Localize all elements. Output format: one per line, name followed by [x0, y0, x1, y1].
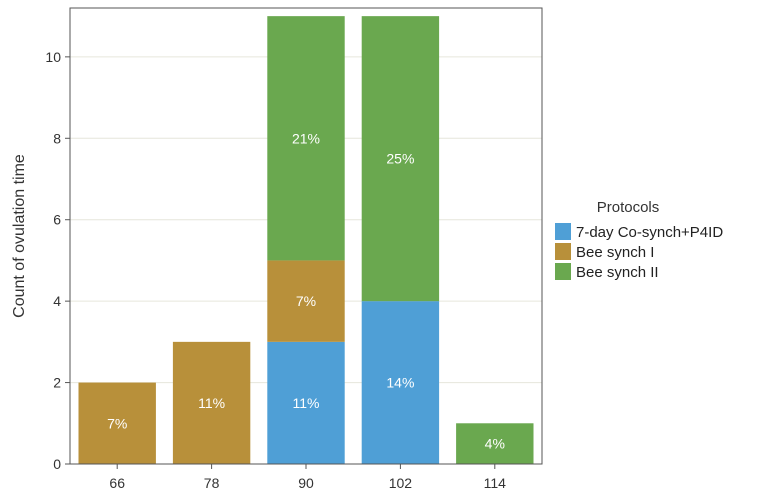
bar-segment [172, 341, 251, 464]
bar-segment [267, 260, 345, 342]
y-tick-label: 6 [53, 212, 61, 228]
bar-segment [267, 341, 345, 464]
bar-segment [361, 301, 440, 464]
x-axis: 66 78 90 102 114 [109, 464, 506, 491]
legend-swatch [555, 223, 571, 240]
legend-title: Protocols [597, 199, 660, 216]
x-tick-label: 90 [298, 475, 314, 491]
x-tick-label: 78 [204, 475, 220, 491]
x-tick-label: 114 [484, 475, 507, 491]
legend-label: 7-day Co-synch+P4ID [576, 224, 723, 241]
x-tick-label: 66 [109, 475, 125, 491]
y-axis: 0 2 4 6 8 10 [45, 49, 70, 472]
bar-segment [267, 16, 345, 261]
bar-data-label: 14% [386, 375, 414, 391]
bar-data-label: 11% [198, 395, 225, 411]
y-tick-label: 10 [45, 49, 61, 65]
y-tick-label: 4 [53, 293, 61, 309]
y-tick-label: 8 [53, 130, 61, 146]
legend-swatch [555, 263, 571, 280]
bar-segment [78, 382, 156, 464]
y-tick-label: 2 [53, 375, 61, 391]
bar-data-label: 7% [296, 293, 316, 309]
legend-swatch [555, 243, 571, 260]
bar-data-label: 4% [485, 436, 505, 452]
bar-data-label: 7% [107, 415, 127, 431]
bar-data-label: 21% [292, 130, 320, 146]
y-tick-label: 0 [53, 456, 61, 472]
bar-segment [456, 423, 534, 464]
bar-data-label: 25% [386, 151, 414, 167]
bar-data-label: 11% [293, 395, 320, 411]
y-axis-title: Count of ovulation time [11, 154, 28, 318]
bar-segment [361, 16, 440, 302]
legend-label: Bee synch II [576, 264, 659, 281]
x-tick-label: 102 [389, 475, 413, 491]
legend-label: Bee synch I [576, 244, 654, 261]
legend: Protocols 7-day Co-synch+P4ID Bee synch I… [555, 199, 723, 281]
bars: 7% 11% 11% 7% 21% 14% 25% 4% [78, 16, 534, 464]
